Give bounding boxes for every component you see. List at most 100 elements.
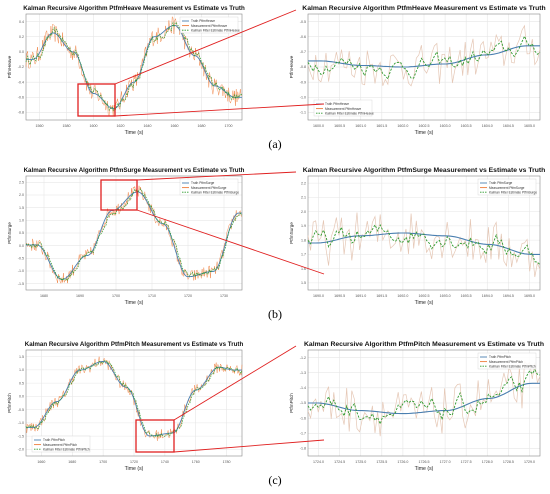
chart-title: Kalman Recursive Algorithm PtfmPitch Mea… [25,341,244,348]
legend-entry: Measurement PtfmSurge [489,186,525,190]
x-tick-label: 1694.5 [503,294,514,298]
subfigure-label: (c) [268,473,281,487]
x-tick-label: 1604.5 [503,124,514,128]
legend-entry: Kalman Filter Estimate PtfmHeave [325,111,374,115]
series-truth [308,45,540,68]
zoom-connector-top [136,171,297,181]
series-estimate [307,368,541,426]
y-tick-label: -1.7 [300,431,306,435]
x-tick-label: 1692.0 [397,294,408,298]
x-tick-label: 1710 [148,294,156,298]
y-tick-label: 2.5 [19,181,24,185]
y-tick-label: -0.4 [18,80,24,84]
zoom-box [100,179,138,211]
x-tick-label: 1690 [76,294,84,298]
y-tick-label: -1.6 [300,416,306,420]
legend-entry: Truth PtfmSurge [191,181,214,185]
zoom-connector-bottom [114,103,325,117]
y-tick-label: -0.5 [18,257,24,261]
grid [308,350,540,456]
y-tick-label: 0.0 [19,50,24,54]
x-tick-label: 1604.0 [482,124,493,128]
x-tick-label: 1601.0 [355,124,366,128]
x-tick-label: 1602.0 [397,124,408,128]
x-tick-label: 1726.0 [397,460,408,464]
y-tick-label: -0.5 [300,20,306,24]
y-tick-label: 1.7 [301,253,306,257]
x-tick-label: 1692.5 [419,294,430,298]
x-axis-label: Time (s) [125,130,144,136]
y-tick-label: -1.5 [18,434,24,438]
y-tick-label: -0.6 [300,35,306,39]
legend-entry: Measurement PtfmPitch [489,360,523,364]
x-tick-label: 1730 [220,294,228,298]
y-tick-label: 2.1 [301,196,306,200]
legend-entry: Truth PtfmHeave [191,19,215,23]
y-tick-label: 0.5 [19,231,24,235]
plot-frame [307,175,541,291]
zoom-connector-top [173,345,297,421]
x-tick-label: 1700 [99,460,107,464]
y-tick-label: -0.8 [18,111,24,115]
x-tick-label: 1760 [192,460,200,464]
y-axis-label: PtfmSurge [289,222,294,244]
series-estimate [25,188,243,282]
x-tick-label: 1728.0 [482,460,493,464]
y-tick-label: -1.1 [300,111,306,115]
plot-frame [25,349,243,457]
x-tick-label: 1694.0 [482,294,493,298]
y-tick-label: 0.4 [19,20,24,24]
legend-entry: Measurement PtfmSurge [191,186,227,190]
legend-entry: Kalman Filter Estimate PtfmSurge [191,190,239,194]
y-tick-label: -1.8 [300,447,306,451]
chart-title: Kalman Recursive Algorithm PtfmPitch Mea… [304,341,544,348]
y-tick-label: 0.2 [19,35,24,39]
legend-entry: Measurement PtfmPitch [43,443,77,447]
plot-frame [307,13,541,121]
legend-box [477,352,537,370]
series-estimate [25,21,243,113]
x-tick-label: 1693.0 [440,294,451,298]
x-tick-label: 1695.0 [524,294,535,298]
series-measurement [307,212,541,278]
x-tick-label: 1691.5 [376,294,387,298]
y-tick-label: -1.0 [18,269,24,273]
chart-title: Kalman Recursive Algorithm PtfmSurge Mea… [303,167,546,174]
y-tick-label: 1.5 [301,281,306,285]
y-axis-label: PtfmPitch [7,393,12,413]
y-tick-label: 2.2 [301,181,306,185]
x-tick-label: 1725.0 [355,460,366,464]
chart-left-2: Kalman Recursive Algorithm PtfmPitch Mea… [7,341,243,472]
x-axis-label: Time (s) [125,300,144,306]
y-tick-label: -0.6 [18,95,24,99]
y-axis-label: PtfmPitch [289,393,294,413]
y-tick-label: -1.4 [300,386,306,390]
subfigure-label: (a) [268,137,281,151]
plot-frame [25,175,243,291]
legend-entry: Kalman Filter Estimate PtfmPitch [489,364,536,368]
y-tick-label: 2.0 [301,210,306,214]
x-tick-label: 1660 [37,460,45,464]
legend-entry: Truth PtfmHeave [325,102,349,106]
series-measurement [307,360,541,437]
x-tick-label: 1640 [144,124,152,128]
legend-entry: Kalman Filter Estimate PtfmPitch [43,447,90,451]
subfigure-label: (b) [268,307,282,321]
y-tick-label: 0.0 [19,395,24,399]
zoom-connector-bottom [136,209,325,275]
legend-box [313,99,373,117]
y-tick-label: 1.8 [301,238,306,242]
x-axis-label: Time (s) [415,130,434,136]
legend-entry: Measurement PtfmHeave [191,24,227,28]
series-truth [308,382,540,415]
x-tick-label: 1603.5 [461,124,472,128]
zoom-connector-bottom [173,439,325,453]
x-tick-label: 1600 [90,124,98,128]
chart-left-0: Kalman Recursive Algorithm PtfmHeave Mea… [7,5,245,136]
x-tick-label: 1660 [171,124,179,128]
